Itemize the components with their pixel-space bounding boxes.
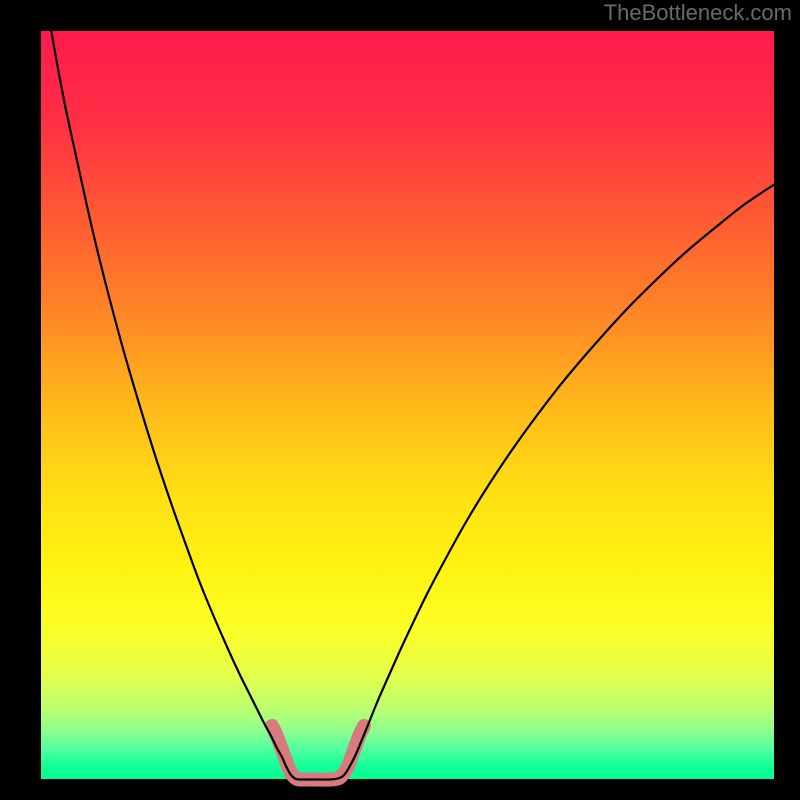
watermark-text: TheBottleneck.com [604,0,792,26]
plot-background [40,30,775,780]
chart-svg [0,0,800,800]
chart-container: { "watermark": "TheBottleneck.com", "can… [0,0,800,800]
